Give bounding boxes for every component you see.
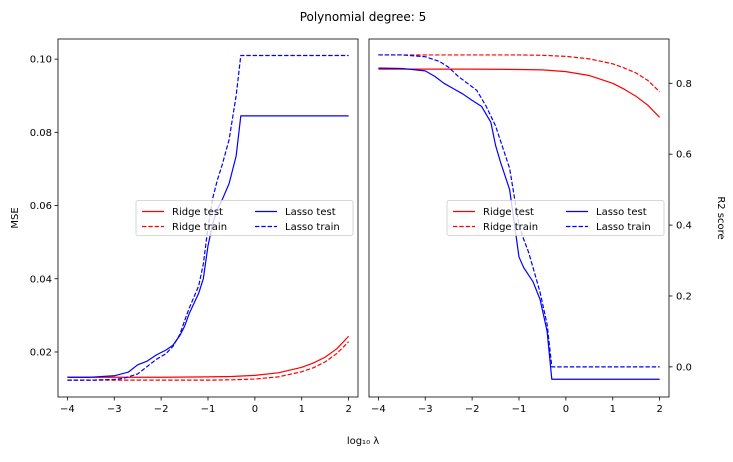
y-tick-label: 0.0 [676,362,692,373]
shared-x-axis-label: log₁₀ λ [347,436,379,447]
legend-entry-label: Lasso test [285,207,336,218]
x-tick-label: 2 [345,404,351,415]
y-tick-label: 0.06 [30,201,52,212]
series-line-lasso-test [67,115,349,378]
legend-entry-label: Ridge train [483,222,538,233]
x-tick-label: −1 [512,404,527,415]
legend-entry-label: Ridge test [172,207,223,218]
series-line-ridge-test [67,335,350,378]
y-tick-label: 0.10 [30,55,52,66]
x-tick-label: −3 [418,404,433,415]
x-tick-label: 0 [563,404,569,415]
legend-entry-label: Lasso train [596,222,651,233]
legend-entry-label: Ridge test [483,207,534,218]
x-tick-label: −2 [154,404,169,415]
y-axis-label: MSE [10,207,21,228]
y-tick-label: 0.02 [30,347,52,358]
series-line-ridge-train [67,341,350,381]
y-tick-label: 0.08 [30,128,52,139]
panel-1: −4 −3 −2 −1 0 1 2 0.02 0.04 0.06 0.08 0.10 MSE Ridge … [10,38,359,415]
y-tick-label: 0.6 [676,150,692,161]
x-tick-label: −4 [60,404,75,415]
series-line-lasso-train [67,54,349,381]
y-tick-label: 0.2 [676,291,692,302]
x-tick-label: −3 [107,404,122,415]
y-tick-label: 0.04 [30,274,52,285]
x-tick-label: 1 [610,404,616,415]
x-tick-label: −2 [465,404,480,415]
legend-entry-label: Ridge train [172,222,227,233]
x-tick-label: −4 [371,404,386,415]
legend: Ridge test Ridge train Lasso test Lasso tra… [135,200,354,236]
legend-box [446,200,665,236]
x-tick-label: 0 [252,404,258,415]
series-lines [67,54,350,381]
x-tick-label: 2 [656,404,662,415]
legend-box [135,200,354,236]
figure-title: Polynomial degree: 5 [300,10,427,24]
legend: Ridge test Ridge train Lasso test Lasso tra… [446,200,665,236]
panel-2: −4 −3 −2 −1 0 1 2 0.0 0.2 0.4 0.6 0.8 R2 score Ridge … [368,38,726,415]
x-tick-label: −1 [201,404,216,415]
series-line-ridge-test [378,68,661,118]
series-line-ridge-train [378,54,661,93]
legend-entry-label: Lasso test [596,207,647,218]
x-tick-label: 1 [299,404,305,415]
y-tick-label: 0.4 [676,221,692,232]
legend-entry-label: Lasso train [285,222,340,233]
y-axis-label: R2 score [715,196,726,239]
y-tick-label: 0.8 [676,79,692,90]
series-line-lasso-train [378,54,660,368]
